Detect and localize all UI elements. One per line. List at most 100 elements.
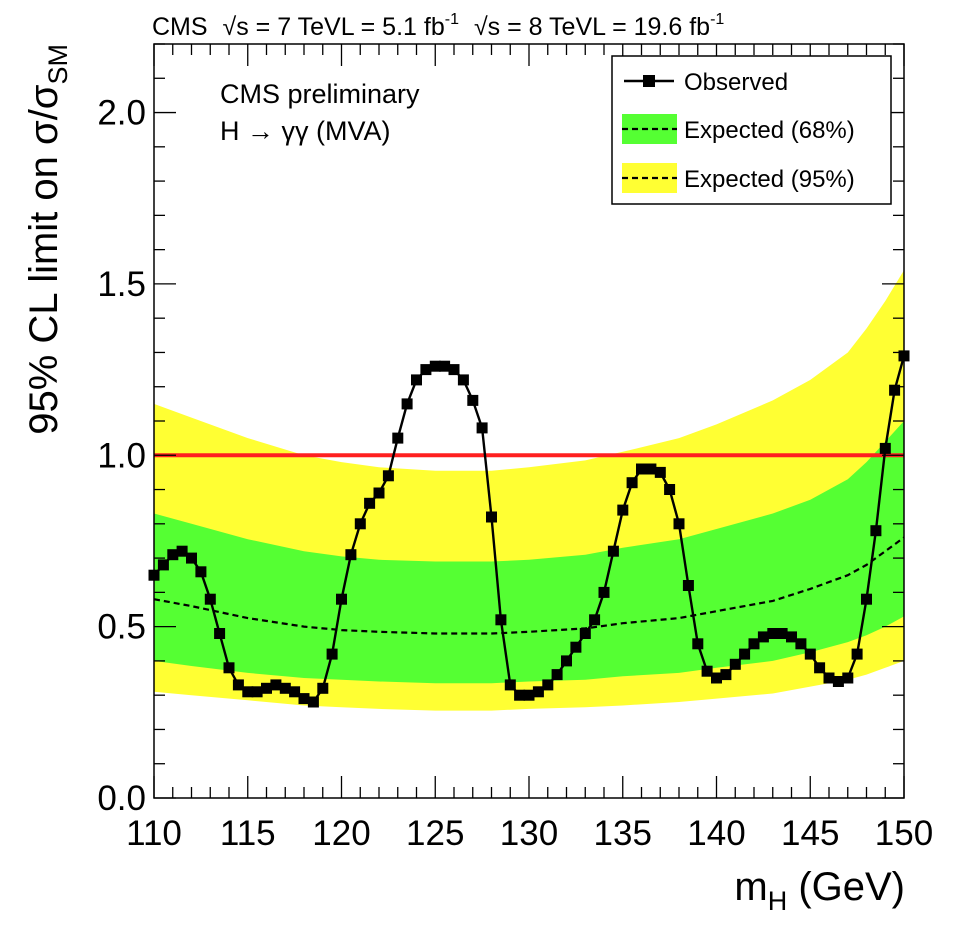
header: CMS √s = 7 TeVL = 5.1 fb-1 √s = 8 TeVL =… <box>152 2 724 41</box>
observed-point <box>870 525 882 537</box>
observed-point <box>204 593 216 605</box>
observed-point <box>579 628 591 639</box>
x-tick-label: 125 <box>406 814 464 853</box>
observed-point <box>786 631 797 643</box>
observed-point <box>467 394 479 406</box>
x-axis-label-rest: (GeV) <box>787 865 905 909</box>
observed-point <box>373 487 385 499</box>
observed-point <box>279 682 291 694</box>
observed-point <box>739 648 751 660</box>
observed-point <box>486 511 497 523</box>
observed-point <box>729 658 741 670</box>
y-axis-ticks <box>154 43 904 799</box>
observed-point <box>617 504 629 516</box>
observed-point <box>889 384 901 396</box>
observed-point <box>551 669 563 681</box>
observed-point <box>289 686 301 698</box>
legend-observed-label: Observed <box>684 69 788 96</box>
header-run2-lumi: L = 19.6 fb <box>592 13 710 41</box>
observed-point <box>504 679 516 691</box>
observed-point <box>214 628 226 639</box>
observed-point <box>345 549 357 561</box>
observed-point <box>167 549 179 561</box>
x-tick-label: 140 <box>687 814 745 853</box>
observed-point <box>720 669 732 681</box>
y-tick-label: 0.0 <box>97 779 146 818</box>
observed-point <box>589 614 601 626</box>
x-axis-label: mH (GeV) <box>734 865 905 916</box>
header-run2-energy: √s = 8 TeV <box>474 13 593 41</box>
observed-point <box>626 477 638 489</box>
observed-point <box>186 552 197 564</box>
observed-point <box>757 631 769 643</box>
observed-point <box>364 497 376 509</box>
legend-68-swatch <box>622 114 677 144</box>
observed-point <box>842 672 854 684</box>
legend-68-label: Expected (68%) <box>684 117 855 144</box>
observed-point <box>317 682 329 694</box>
y-axis-tick-labels: 0.0 0.5 1.0 1.5 2.0 <box>97 94 146 818</box>
observed-point <box>401 398 413 410</box>
legend-observed-marker <box>643 75 655 87</box>
observed-point <box>392 432 404 444</box>
observed-point <box>673 518 685 530</box>
observed-point <box>336 593 347 605</box>
observed-point <box>814 662 826 674</box>
observed-point <box>682 580 694 591</box>
x-tick-label: 115 <box>220 814 276 853</box>
x-tick-label: 120 <box>312 814 370 853</box>
observed-point <box>776 628 788 639</box>
observed-point <box>523 689 535 701</box>
observed-point <box>326 648 338 660</box>
observed-point <box>692 638 704 650</box>
y-tick-label: 2.0 <box>97 94 146 133</box>
observed-point <box>157 559 169 571</box>
observed-point <box>411 374 422 386</box>
y-tick-label: 1.0 <box>97 436 146 475</box>
y-axis-label-main: 95% CL limit on σ/σ <box>22 84 66 435</box>
observed-point <box>879 442 891 454</box>
annotation-cms-preliminary: CMS preliminary <box>220 79 420 109</box>
observed-point <box>476 422 488 434</box>
observed-point <box>420 364 432 376</box>
observed-point <box>851 648 863 660</box>
observed-point <box>795 638 807 650</box>
observed-point <box>261 682 272 694</box>
y-tick-label: 1.5 <box>97 265 146 304</box>
observed-point <box>232 679 244 691</box>
x-tick-label: 135 <box>594 814 652 853</box>
observed-point <box>748 638 760 650</box>
observed-point <box>861 593 872 605</box>
observed-point <box>195 566 207 578</box>
header-run1-energy: √s = 7 TeV <box>223 13 342 41</box>
observed-point <box>767 628 779 639</box>
x-tick-label: 130 <box>500 814 558 853</box>
x-axis-tick-labels: 110 115 120 125 130 135 140 145 150 <box>126 814 933 853</box>
header-run1-lumi: L = 5.1 fb <box>341 13 445 41</box>
y-tick-label: 0.5 <box>97 608 146 647</box>
observed-point <box>570 641 582 653</box>
observed-point <box>664 484 676 495</box>
header-run2-lumi-exp: -1 <box>710 11 724 28</box>
header-run1-lumi-exp: -1 <box>445 11 459 28</box>
observed-point <box>251 686 263 698</box>
x-tick-label: 145 <box>781 814 839 853</box>
legend: Observed Expected (68%) Expected (95%) <box>611 55 892 205</box>
observed-point <box>711 672 722 684</box>
observed-point <box>542 679 554 691</box>
observed-point <box>223 662 235 674</box>
observed-point <box>654 466 666 478</box>
observed-point <box>645 463 657 475</box>
y-axis-label: 95% CL limit on σ/σSM <box>22 44 73 435</box>
observed-point <box>607 545 619 557</box>
expected-bands <box>154 270 904 711</box>
observed-point <box>298 693 310 705</box>
observed-point <box>448 364 460 376</box>
observed-point <box>804 648 816 660</box>
header-experiment: CMS <box>152 13 208 41</box>
annotation-channel: H → γγ (MVA) <box>220 116 391 146</box>
observed-point <box>532 686 544 698</box>
y-axis-label-sub: SM <box>43 44 73 85</box>
observed-point <box>636 463 647 475</box>
band-68 <box>154 421 904 684</box>
